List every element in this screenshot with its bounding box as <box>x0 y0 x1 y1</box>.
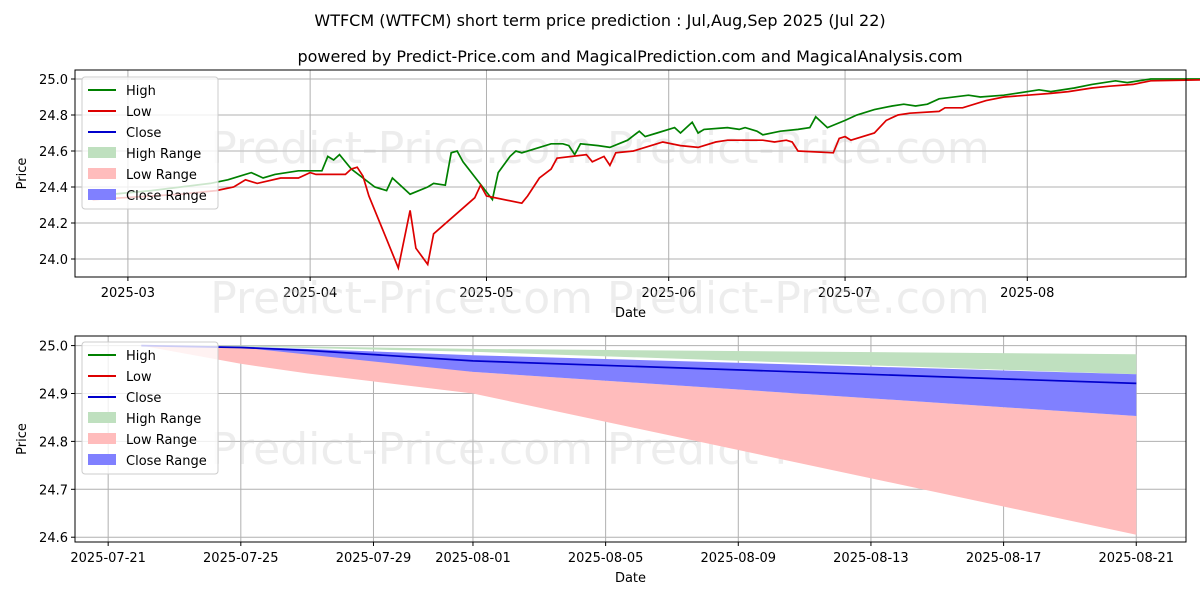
y-axis-label: Price <box>15 158 30 190</box>
x-tick-label: 2025-03 <box>101 286 155 301</box>
y-tick-label: 24.6 <box>39 145 68 160</box>
x-tick-label: 2025-07 <box>818 286 872 301</box>
y-tick-label: 24.2 <box>39 217 68 232</box>
y-tick-label: 24.9 <box>39 387 68 402</box>
legend-label-high: High <box>126 84 156 99</box>
y-tick-label: 24.7 <box>39 483 68 498</box>
legend-label-low-range: Low Range <box>126 168 197 183</box>
y-tick-label: 24.4 <box>39 181 68 196</box>
legend-label-close: Close <box>126 391 161 406</box>
chart-title: WTFCM (WTFCM) short term price predictio… <box>314 11 885 30</box>
y-tick-label: 25.0 <box>39 73 68 88</box>
x-tick-label: 2025-07-25 <box>203 551 279 566</box>
x-tick-label: 2025-06 <box>642 286 696 301</box>
legend-label-high-range: High Range <box>126 412 201 427</box>
top-panel: 2025-03 2025-04 2025-05 2025-06 2025-07 2025-… <box>15 69 1200 324</box>
x-tick-label: 2025-08-05 <box>568 551 644 566</box>
legend-swatch-low-range <box>88 168 116 179</box>
y-axis-label: Price <box>15 423 30 455</box>
legend-swatch-close-range <box>88 189 116 200</box>
chart-subtitle: powered by Predict-Price.com and Magical… <box>297 47 962 66</box>
x-tick-label: 2025-08-13 <box>833 551 909 566</box>
x-tick-label: 2025-07-29 <box>336 551 412 566</box>
y-tick-label: 24.8 <box>39 109 68 124</box>
x-tick-label: 2025-04 <box>283 286 337 301</box>
legend-swatch-high-range <box>88 147 116 158</box>
high-series-line <box>92 78 1200 202</box>
plot-frame <box>74 69 1187 278</box>
y-tick-label: 24.6 <box>39 531 68 546</box>
low-series-line <box>92 79 1200 271</box>
legend-label-close-range: Close Range <box>126 189 207 204</box>
x-tick-label: 2025-08-01 <box>435 551 511 566</box>
x-tick-label: 2025-07-21 <box>70 551 146 566</box>
x-axis-label: Date <box>615 306 646 321</box>
legend-label-low: Low <box>126 105 152 120</box>
x-tick-label: 2025-08 <box>1000 286 1054 301</box>
legend-swatch-low-range <box>88 433 116 444</box>
y-tick-label: 25.0 <box>39 340 68 355</box>
x-tick-label: 2025-05 <box>459 286 513 301</box>
bottom-panel: 2025-07-21 2025-07-25 2025-07-29 2025-08-01… <box>15 335 1187 586</box>
legend-label-close-range: Close Range <box>126 454 207 469</box>
low-range-area <box>141 345 1137 535</box>
legend-swatch-close-range <box>88 454 116 465</box>
x-tick-label: 2025-08-17 <box>966 551 1042 566</box>
legend-label-low-range: Low Range <box>126 433 197 448</box>
close-range-area <box>141 345 1137 416</box>
legend-label-close: Close <box>126 126 161 141</box>
legend-swatch-high-range <box>88 412 116 423</box>
watermark: Predict-Price.com Predict-Price.com <box>210 123 989 174</box>
legend-label-high-range: High Range <box>126 147 201 162</box>
high-range-area <box>141 345 1137 375</box>
x-tick-label: 2025-08-09 <box>701 551 777 566</box>
y-tick-label: 24.0 <box>39 253 68 268</box>
x-tick-label: 2025-08-21 <box>1098 551 1174 566</box>
legend-label-high: High <box>126 349 156 364</box>
x-axis-label: Date <box>615 571 646 586</box>
legend-label-low: Low <box>126 370 152 385</box>
y-tick-label: 24.8 <box>39 435 68 450</box>
plot-frame <box>74 335 1187 543</box>
watermark: Predict-Price.com Predict-Price.com <box>210 273 989 324</box>
